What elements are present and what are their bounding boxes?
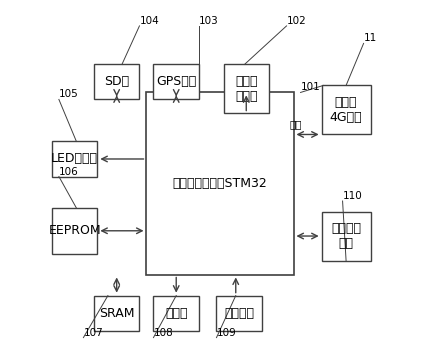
Text: 110: 110 (342, 191, 363, 201)
Text: 103: 103 (199, 16, 219, 26)
Text: 颤粒物
传感器: 颤粒物 传感器 (235, 75, 257, 103)
FancyBboxPatch shape (321, 211, 371, 261)
FancyBboxPatch shape (216, 295, 262, 331)
FancyBboxPatch shape (94, 65, 139, 100)
FancyBboxPatch shape (153, 65, 199, 100)
Text: 104: 104 (139, 16, 159, 26)
Text: EEPROM: EEPROM (48, 224, 101, 237)
Text: GPS模块: GPS模块 (156, 76, 196, 89)
Text: SD卡: SD卡 (104, 76, 129, 89)
Text: 109: 109 (216, 328, 236, 337)
Text: 102: 102 (287, 16, 306, 26)
FancyBboxPatch shape (52, 208, 97, 253)
FancyBboxPatch shape (224, 65, 269, 113)
Text: 101: 101 (300, 83, 320, 92)
Text: 105: 105 (59, 89, 79, 100)
Text: 实时时钟
芯片: 实时时钟 芯片 (331, 222, 361, 250)
Text: SRAM: SRAM (99, 307, 135, 319)
Text: 显示屏: 显示屏 (165, 307, 187, 319)
Text: LED指示灯: LED指示灯 (51, 152, 98, 166)
Text: 嵌入式微控制器STM32: 嵌入式微控制器STM32 (173, 177, 267, 190)
FancyBboxPatch shape (321, 85, 371, 134)
FancyBboxPatch shape (52, 142, 97, 176)
FancyBboxPatch shape (94, 295, 139, 331)
FancyBboxPatch shape (147, 92, 294, 275)
FancyBboxPatch shape (153, 295, 199, 331)
Text: 串口: 串口 (289, 119, 302, 129)
Text: 串口转
4G模块: 串口转 4G模块 (330, 96, 363, 124)
Text: 108: 108 (153, 328, 173, 337)
Text: 106: 106 (59, 167, 79, 176)
Text: 11: 11 (363, 34, 377, 43)
Text: 按键开关: 按键开关 (224, 307, 254, 319)
Text: 107: 107 (84, 328, 103, 337)
